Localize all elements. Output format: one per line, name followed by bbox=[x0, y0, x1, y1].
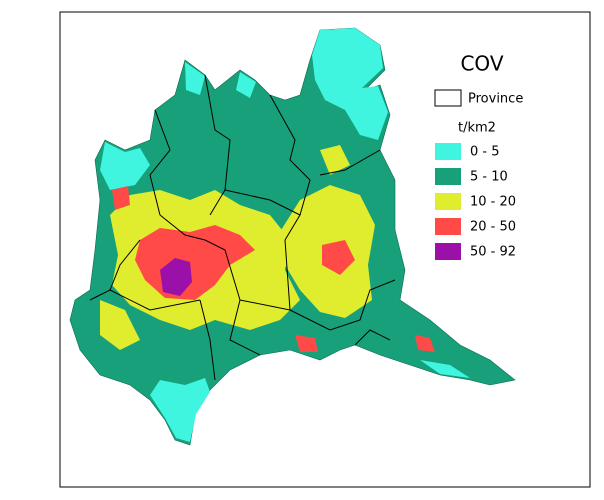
region-map bbox=[69, 27, 516, 446]
legend-swatch bbox=[435, 168, 461, 185]
low-zone bbox=[312, 28, 388, 140]
legend-label: 50 - 92 bbox=[470, 245, 516, 260]
boundary-legend-label: Province bbox=[468, 92, 523, 107]
legend-label: 0 - 5 bbox=[470, 145, 500, 160]
legend-swatch bbox=[435, 143, 461, 160]
low-zone bbox=[150, 378, 210, 442]
mid-zone bbox=[100, 145, 350, 350]
province-borders bbox=[89, 74, 396, 381]
top-zone bbox=[160, 258, 192, 296]
low-zone bbox=[100, 142, 150, 190]
unit-label: t/km2 bbox=[458, 121, 496, 136]
legend-label: 10 - 20 bbox=[470, 195, 516, 210]
legend-swatch bbox=[435, 243, 461, 260]
legend-label: 20 - 50 bbox=[470, 220, 516, 235]
province-swatch bbox=[434, 89, 462, 107]
legend: 0 - 5 5 - 10 10 - 20 20 - 50 50 - 92 bbox=[435, 143, 516, 260]
legend-swatch bbox=[435, 193, 461, 210]
legend-label: 5 - 10 bbox=[470, 170, 508, 185]
map-title: COV bbox=[460, 52, 503, 76]
legend-swatch bbox=[435, 218, 461, 235]
